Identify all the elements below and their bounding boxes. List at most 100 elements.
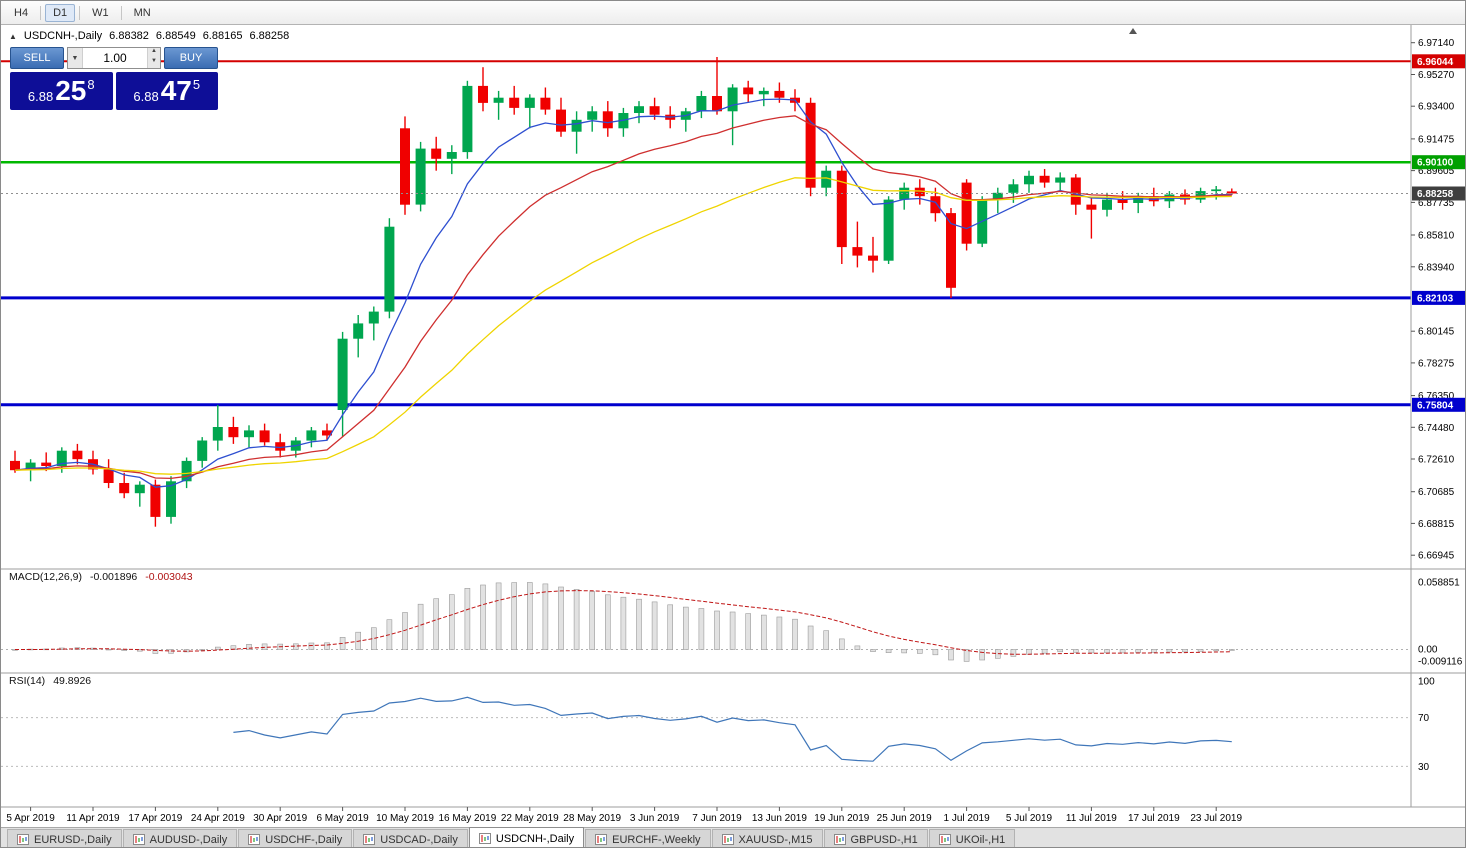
svg-text:6.90100: 6.90100: [1417, 158, 1454, 169]
macd-indicator-label: MACD(12,26,9) -0.001896 -0.003043: [9, 571, 193, 583]
chart-title: ▲ USDCNH-,Daily 6.88382 6.88549 6.88165 …: [9, 30, 289, 42]
sell-button[interactable]: SELL: [10, 47, 64, 69]
svg-text:30 Apr 2019: 30 Apr 2019: [253, 813, 307, 824]
timeframe-button-mn[interactable]: MN: [133, 6, 151, 19]
svg-text:6.72610: 6.72610: [1418, 455, 1455, 466]
chart-tab-label: UKOil-,H1: [955, 833, 1006, 846]
sell-price-prefix: 6.88: [27, 88, 54, 104]
mini-chart-icon: [938, 834, 951, 845]
chart-tabs: EURUSD-,Daily AUDUSD-,Daily USDCHF-,Daily U…: [7, 827, 1016, 847]
chart-tab-eurusd-daily[interactable]: EURUSD-,Daily: [7, 829, 122, 847]
svg-text:6.93400: 6.93400: [1418, 102, 1455, 113]
price-axis: 6.97140 6.95270 6.93400 6.91475 6.89605 6.877…: [1411, 38, 1465, 773]
bar-open-value: 6.88382: [109, 30, 149, 42]
chart-shift-marker-icon[interactable]: [1129, 28, 1137, 34]
svg-text:6.97140: 6.97140: [1418, 38, 1455, 49]
svg-text:22 May 2019: 22 May 2019: [501, 813, 559, 824]
svg-text:0.00: 0.00: [1418, 645, 1438, 656]
svg-text:16 May 2019: 16 May 2019: [438, 813, 496, 824]
chart-tab-label: GBPUSD-,H1: [850, 833, 918, 846]
svg-text:-0.009116: -0.009116: [1418, 657, 1463, 668]
mini-chart-icon: [833, 834, 846, 845]
svg-text:6.91475: 6.91475: [1418, 134, 1455, 145]
candles-layer: [10, 57, 1237, 527]
svg-text:23 Jul 2019: 23 Jul 2019: [1190, 813, 1242, 824]
trade-panel-prices: 6.88 25 8 6.88 47 5: [10, 72, 218, 110]
price-chart[interactable]: 6.97140 6.95270 6.93400 6.91475 6.89605 6.877…: [1, 25, 1466, 827]
chart-symbol-label: USDCNH-,Daily: [23, 30, 103, 42]
chart-tab-label: USDCHF-,Daily: [265, 833, 343, 846]
sell-price-big: 25: [55, 75, 87, 106]
svg-text:5 Jul 2019: 5 Jul 2019: [1006, 813, 1053, 824]
chart-tab-eurchf-weekly[interactable]: EURCHF-,Weekly: [585, 829, 711, 847]
svg-text:6.70685: 6.70685: [1418, 487, 1455, 498]
svg-text:6.68815: 6.68815: [1418, 519, 1455, 530]
mini-chart-icon: [721, 834, 734, 845]
rsi-name: RSI(14): [9, 675, 46, 687]
svg-text:0.058851: 0.058851: [1418, 578, 1460, 589]
volume-step-down-icon[interactable]: ▼: [148, 58, 160, 68]
volume-stepper[interactable]: ▲ ▼: [147, 48, 160, 68]
svg-text:19 Jun 2019: 19 Jun 2019: [814, 813, 869, 824]
macd-name: MACD(12,26,9): [9, 571, 82, 583]
moving-averages-layer: [14, 98, 1232, 488]
sell-price-sup: 8: [87, 76, 95, 92]
volume-input[interactable]: 1.00: [103, 51, 127, 65]
chart-tab-audusd-daily[interactable]: AUDUSD-,Daily: [122, 829, 238, 847]
toolbar-separator: [120, 5, 122, 20]
volume-control: ▼ 1.00 ▲ ▼: [67, 47, 161, 69]
trade-panel-controls: SELL ▼ 1.00 ▲ ▼ BUY: [10, 47, 218, 69]
rsi-value: 49.8926: [53, 675, 92, 687]
svg-text:6.80145: 6.80145: [1418, 327, 1455, 338]
bar-close-value: 6.88258: [249, 30, 290, 42]
chart-tab-label: EURCHF-,Weekly: [612, 833, 701, 846]
macd-value: -0.001896: [89, 571, 138, 583]
svg-text:6.96044: 6.96044: [1417, 57, 1454, 68]
chart-tab-bar: EURUSD-,Daily AUDUSD-,Daily USDCHF-,Daily U…: [1, 827, 1465, 847]
chart-tab-ukoil-h1[interactable]: UKOil-,H1: [928, 829, 1016, 847]
timeframe-button-h4[interactable]: H4: [14, 6, 29, 19]
chart-tab-usdchf-daily[interactable]: USDCHF-,Daily: [238, 829, 353, 847]
mini-chart-icon: [363, 834, 376, 845]
mini-chart-icon: [132, 834, 145, 845]
chart-tab-usdcnh-daily[interactable]: USDCNH-,Daily: [468, 827, 585, 847]
svg-text:3 Jun 2019: 3 Jun 2019: [630, 813, 680, 824]
svg-text:6.89605: 6.89605: [1418, 166, 1455, 177]
svg-text:11 Apr 2019: 11 Apr 2019: [66, 813, 120, 824]
svg-text:13 Jun 2019: 13 Jun 2019: [752, 813, 807, 824]
mini-chart-icon: [248, 834, 261, 845]
chart-tab-label: USDCAD-,Daily: [380, 833, 458, 846]
svg-text:25 Jun 2019: 25 Jun 2019: [877, 813, 932, 824]
svg-text:6.95270: 6.95270: [1418, 70, 1455, 81]
chart-tab-xauusd-m15[interactable]: XAUUSD-,M15: [711, 829, 823, 847]
svg-text:24 Apr 2019: 24 Apr 2019: [191, 813, 245, 824]
toolbar-separator: [40, 5, 42, 20]
macd-pane: [1, 582, 1411, 662]
one-click-trading-panel: SELL ▼ 1.00 ▲ ▼ BUY 6.88 25 8 6.88 47 5: [10, 47, 218, 110]
chart-tab-gbpusd-h1[interactable]: GBPUSD-,H1: [823, 829, 928, 847]
buy-price-display[interactable]: 6.88 47 5: [115, 72, 218, 110]
time-axis: 5 Apr 2019 11 Apr 2019 17 Apr 2019 24 Apr 2…: [6, 807, 1242, 824]
timeframe-button-w1[interactable]: W1: [92, 6, 109, 19]
svg-text:100: 100: [1418, 677, 1435, 688]
chart-tab-usdcad-daily[interactable]: USDCAD-,Daily: [353, 829, 468, 847]
svg-text:5 Apr 2019: 5 Apr 2019: [6, 813, 55, 824]
svg-text:17 Jul 2019: 17 Jul 2019: [1128, 813, 1180, 824]
svg-text:10 May 2019: 10 May 2019: [376, 813, 434, 824]
svg-text:6.75804: 6.75804: [1417, 400, 1454, 411]
timeframe-button-d1[interactable]: D1: [45, 3, 76, 22]
sell-price-display[interactable]: 6.88 25 8: [10, 72, 113, 110]
svg-text:17 Apr 2019: 17 Apr 2019: [128, 813, 182, 824]
one-click-panel-toggle-icon[interactable]: ▲: [9, 31, 17, 41]
volume-dropdown-icon[interactable]: ▼: [68, 48, 83, 68]
timeframe-buttons: H4 D1 W1 MN: [5, 3, 160, 22]
svg-text:6.66945: 6.66945: [1418, 551, 1455, 562]
svg-text:6.85810: 6.85810: [1418, 231, 1455, 242]
chart-tab-label: USDCNH-,Daily: [495, 832, 575, 845]
mini-chart-icon: [478, 833, 491, 844]
svg-text:30: 30: [1418, 762, 1430, 773]
volume-step-up-icon[interactable]: ▲: [148, 48, 160, 58]
mini-chart-icon: [595, 834, 608, 845]
buy-button[interactable]: BUY: [164, 47, 218, 69]
svg-text:6.78275: 6.78275: [1418, 358, 1455, 369]
